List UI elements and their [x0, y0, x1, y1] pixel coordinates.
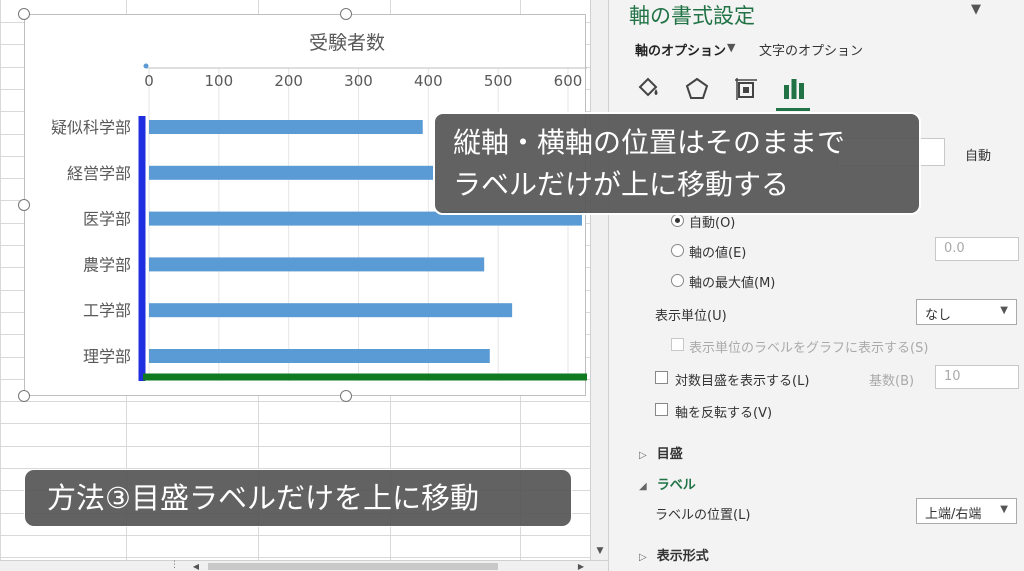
row-gridline [0, 423, 590, 424]
scroll-down-arrow-icon[interactable]: ▼ [596, 546, 604, 556]
section-number-label: 表示形式 [656, 549, 709, 564]
category-label: 理学部 [83, 347, 131, 366]
resize-handle-bottom-center[interactable] [340, 390, 352, 402]
reverse-axis-checkbox[interactable] [655, 403, 668, 416]
bar-chart-icon[interactable] [779, 74, 809, 104]
format-axis-pane: 軸の書式設定 ▼ 軸のオプション ▼ 文字のオプション 自動 自動(O) 軸の値… [608, 0, 1024, 571]
category-label: 医学部 [83, 210, 131, 229]
chevron-down-icon: ▼ [1000, 504, 1008, 515]
pane-options-dropdown-icon[interactable]: ▼ [971, 2, 981, 17]
radio-axis-value[interactable] [671, 244, 684, 257]
axis-selection-handle [143, 63, 149, 69]
callout-explanation: 縦軸・横軸の位置はそのままで ラベルだけが上に移動する [433, 112, 921, 215]
bar-3 [149, 211, 582, 226]
display-unit-value: なし [925, 308, 952, 323]
bar-6 [149, 349, 490, 363]
x-tick-label: 200 [274, 72, 303, 90]
pentagon-icon[interactable] [682, 74, 712, 104]
x-tick-label: 600 [554, 72, 583, 90]
x-tick-label: 400 [414, 72, 443, 90]
spreadsheet-grid[interactable]: 受験者数 0 100 200 300 400 500 600 疑似科学部経営学部医学部農学部… [0, 0, 590, 560]
resize-handle-bottom-left[interactable] [18, 390, 30, 402]
chart-tick-labels: 0 100 200 300 400 500 600 [144, 72, 582, 90]
column-gridline [0, 0, 1, 560]
row-gridline [0, 401, 590, 402]
chart-bars [149, 120, 582, 363]
tab-text-options[interactable]: 文字のオプション [759, 44, 864, 59]
log-scale-label: 対数目盛を表示する(L) [675, 374, 810, 389]
horizontal-scrollbar[interactable]: ⋮ ◀ ▶ [0, 560, 608, 571]
axis-value-field[interactable]: 0.0 [935, 237, 1019, 261]
x-tick-label: 300 [344, 72, 373, 90]
label-position-label: ラベルの位置(L) [655, 508, 751, 523]
radio-auto-label: 自動(O) [689, 216, 736, 231]
section-ticks[interactable]: ▷ 目盛 [639, 443, 683, 462]
display-unit-label: 表示単位(U) [655, 309, 727, 324]
log-base-label: 基数(B) [869, 374, 915, 389]
x-tick-label: 100 [205, 72, 234, 90]
tab-axis-options[interactable]: 軸のオプション [635, 44, 727, 59]
chevron-down-icon: ▼ [1000, 305, 1008, 316]
label-position-select[interactable]: 上端/右端 ▼ [916, 498, 1017, 524]
category-label: 農学部 [83, 255, 131, 274]
pane-title: 軸の書式設定 [629, 4, 755, 28]
tab-axis-options-chevron-icon[interactable]: ▼ [727, 41, 736, 54]
radio-axis-max[interactable] [671, 274, 684, 287]
chart-title: 受験者数 [309, 32, 385, 54]
show-unit-label-checkbox[interactable] [671, 338, 684, 351]
scroll-right-arrow-icon[interactable]: ▶ [577, 562, 585, 571]
bar-1 [149, 120, 423, 134]
callout-explanation-line2: ラベルだけが上に移動する [453, 168, 790, 201]
category-label: 工学部 [83, 301, 131, 320]
x-tick-label: 0 [144, 72, 154, 90]
category-label: 疑似科学部 [51, 118, 131, 137]
row-gridline [0, 468, 590, 469]
bar-4 [149, 257, 485, 272]
sheet-tab-splitter-icon[interactable]: ⋮ [170, 560, 179, 570]
label-position-value: 上端/右端 [925, 507, 982, 522]
log-base-field[interactable]: 10 [935, 365, 1019, 389]
row-gridline [0, 446, 590, 447]
section-number[interactable]: ▷ 表示形式 [639, 545, 709, 564]
radio-axis-value-label: 軸の値(E) [689, 246, 747, 261]
show-unit-label-text: 表示単位のラベルをグラフに表示する(S) [689, 341, 929, 356]
collapse-triangle-icon: ◢ [639, 481, 647, 492]
bar-5 [149, 303, 513, 318]
category-label: 経営学部 [67, 164, 131, 183]
bar-chart[interactable]: 受験者数 0 100 200 300 400 500 600 疑似科学部経営学部医学部農学部… [25, 15, 587, 397]
x-tick-label: 500 [484, 72, 513, 90]
scroll-left-arrow-icon[interactable]: ◀ [192, 562, 200, 571]
radio-axis-max-label: 軸の最大値(M) [689, 276, 776, 291]
fill-bucket-icon[interactable] [633, 74, 663, 104]
bound-auto-label: 自動 [965, 149, 992, 164]
log-scale-checkbox[interactable] [655, 371, 668, 384]
section-ticks-label: 目盛 [656, 447, 683, 462]
reverse-axis-label: 軸を反転する(V) [675, 406, 773, 421]
resize-handle-top-left[interactable] [18, 8, 30, 20]
size-properties-icon[interactable] [731, 74, 761, 104]
resize-handle-middle-left[interactable] [18, 199, 30, 211]
display-unit-select[interactable]: なし ▼ [916, 299, 1017, 325]
resize-handle-top-center[interactable] [340, 8, 352, 20]
expand-triangle-icon: ▷ [639, 450, 647, 461]
bar-2 [149, 165, 434, 180]
vertical-scrollbar[interactable]: ▼ [590, 0, 608, 560]
row-gridline [0, 535, 590, 536]
horizontal-scroll-thumb[interactable] [208, 563, 498, 570]
section-label[interactable]: ◢ ラベル [639, 474, 696, 493]
active-icon-underline [776, 108, 810, 111]
expand-triangle-icon: ▷ [639, 552, 647, 563]
row-gridline [0, 557, 590, 558]
radio-auto[interactable] [671, 214, 684, 227]
callout-explanation-line1: 縦軸・横軸の位置はそのままで [453, 126, 846, 159]
section-label-label: ラベル [656, 478, 696, 493]
callout-method: 方法③目盛ラベルだけを上に移動 [24, 469, 572, 527]
